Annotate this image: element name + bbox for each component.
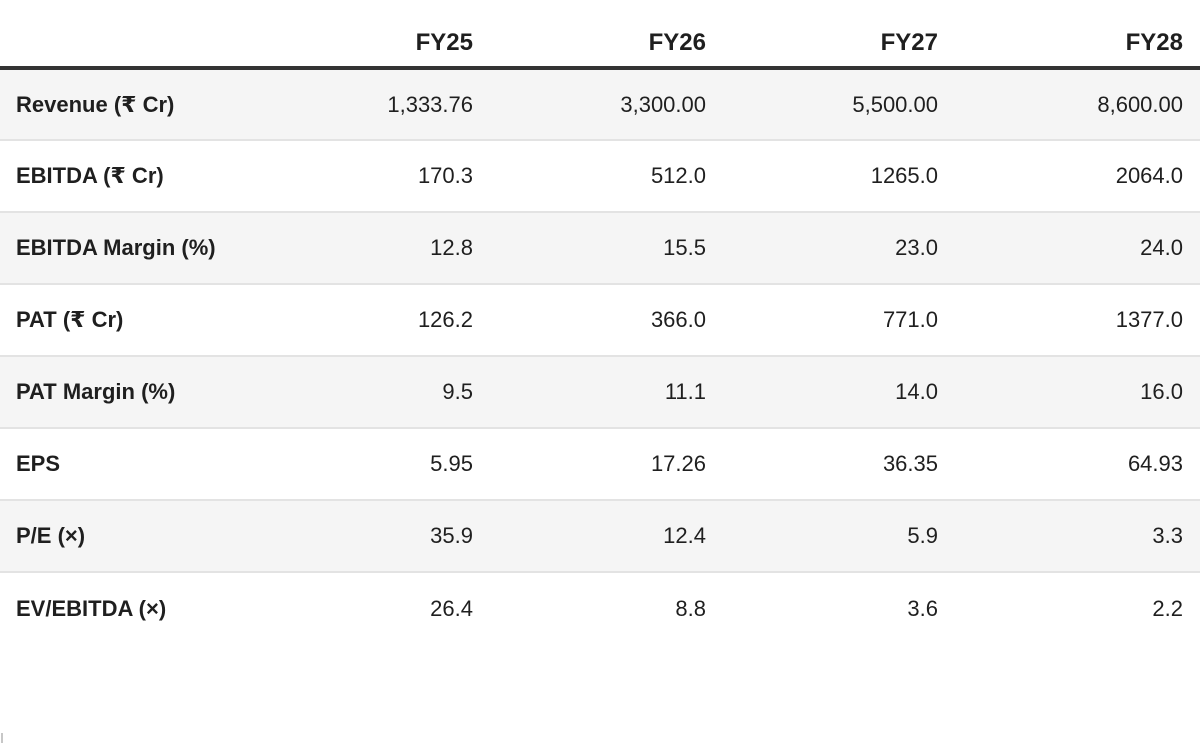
col-header-fy28: FY28 [955, 0, 1200, 70]
table-row: PAT (₹ Cr) 126.2 366.0 771.0 1377.0 [0, 284, 1200, 356]
table-row: EPS 5.95 17.26 36.35 64.93 [0, 428, 1200, 500]
cell-value-fy25: 1,333.76 [387, 91, 473, 117]
cell-value-fy28: 64.93 [1127, 451, 1183, 476]
col-header-fy27: FY27 [723, 0, 955, 70]
cell-value-fy27: 23.0 [895, 235, 938, 260]
col-header-fy25: FY25 [258, 0, 490, 70]
col-header-fy26: FY26 [490, 0, 723, 70]
cell-value-fy25: 126.2 [417, 307, 473, 332]
cell-value-fy28: 2064.0 [1115, 163, 1183, 188]
cell-value-fy27: 771.0 [882, 307, 938, 332]
cell-value-fy27: 5,500.00 [852, 91, 938, 117]
cell-value-fy28: 3.3 [1152, 523, 1183, 548]
cell-value-fy28: 2.2 [1152, 595, 1183, 621]
cell-value-fy26: 8.8 [675, 595, 706, 621]
row-label: EV/EBITDA (×) [16, 595, 167, 621]
cell-value-fy26: 12.4 [663, 523, 706, 548]
left-edge-artifact [1, 733, 3, 743]
table-body: Revenue (₹ Cr) 1,333.76 3,300.00 5,500.0… [0, 68, 1200, 644]
corner-cell [0, 0, 258, 70]
table-row: EBITDA Margin (%) 12.8 15.5 23.0 24.0 [0, 212, 1200, 284]
row-label: EBITDA (₹ Cr) [16, 163, 164, 188]
cell-value-fy27: 36.35 [882, 451, 938, 476]
cell-value-fy27: 3.6 [907, 595, 938, 621]
cell-value-fy25: 170.3 [417, 163, 473, 188]
cell-value-fy27: 14.0 [895, 379, 938, 404]
financial-projections-table: FY25 FY26 FY27 FY28 Revenue (₹ Cr) 1,333… [0, 0, 1200, 644]
table-row: PAT Margin (%) 9.5 11.1 14.0 16.0 [0, 356, 1200, 428]
cell-value-fy27: 5.9 [907, 523, 938, 548]
cell-value-fy26: 17.26 [650, 451, 706, 476]
cell-value-fy26: 15.5 [663, 235, 706, 260]
row-label: P/E (×) [16, 523, 86, 548]
cell-value-fy28: 16.0 [1140, 379, 1183, 404]
header-row: FY25 FY26 FY27 FY28 [0, 0, 1200, 70]
cell-value-fy26: 366.0 [650, 307, 706, 332]
cell-value-fy25: 5.95 [430, 451, 473, 476]
cell-value-fy25: 12.8 [430, 235, 473, 260]
cell-value-fy25: 26.4 [430, 595, 473, 621]
cell-value-fy25: 9.5 [442, 379, 473, 404]
cell-value-fy28: 24.0 [1140, 235, 1183, 260]
cell-value-fy28: 8,600.00 [1097, 91, 1183, 117]
cell-value-fy26: 11.1 [664, 379, 706, 404]
table-row: EBITDA (₹ Cr) 170.3 512.0 1265.0 2064.0 [0, 140, 1200, 212]
cell-value-fy28: 1377.0 [1115, 307, 1183, 332]
table-row: EV/EBITDA (×) 26.4 8.8 3.6 2.2 [0, 572, 1200, 644]
cell-value-fy26: 3,300.00 [620, 91, 706, 117]
cell-value-fy25: 35.9 [430, 523, 473, 548]
row-label: Revenue (₹ Cr) [16, 91, 175, 117]
row-label: EBITDA Margin (%) [16, 235, 216, 260]
row-label: PAT Margin (%) [16, 379, 176, 404]
row-label: EPS [16, 451, 61, 476]
cell-value-fy26: 512.0 [650, 163, 706, 188]
cell-value-fy27: 1265.0 [870, 163, 938, 188]
table-row: P/E (×) 35.9 12.4 5.9 3.3 [0, 500, 1200, 572]
table-row: Revenue (₹ Cr) 1,333.76 3,300.00 5,500.0… [0, 68, 1200, 140]
row-label: PAT (₹ Cr) [16, 307, 124, 332]
